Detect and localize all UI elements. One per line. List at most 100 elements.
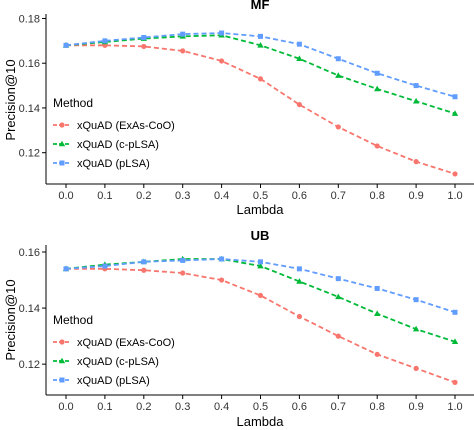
x-tick-label: 0.3 — [175, 401, 190, 413]
x-tick-label: 0.6 — [292, 190, 307, 202]
data-point — [296, 55, 303, 62]
panel-title: MF — [251, 0, 270, 12]
data-point — [296, 41, 302, 47]
x-tick-label: 0.7 — [331, 190, 346, 202]
data-point — [257, 292, 264, 299]
x-tick-label: 1.0 — [447, 401, 462, 413]
x-tick-label: 0.5 — [253, 401, 268, 413]
data-point — [451, 338, 459, 345]
ticks: 0.12 0.14 0.16 0.0 0.1 0.2 0.3 0.4 0.5 0.6 0.7 0.8 0… — [19, 247, 463, 413]
x-tick-label: 0.1 — [97, 190, 112, 202]
y-tick-label: 0.14 — [19, 303, 40, 315]
data-point — [219, 277, 225, 283]
x-tick-label: 0.2 — [136, 190, 151, 202]
panel-ub: UB Precision@10 Lambda 0.120.140.160.0 0.… — [3, 228, 474, 429]
legend-title: Method — [53, 313, 93, 327]
x-tick-label: 0.7 — [331, 401, 346, 413]
data-point — [452, 94, 458, 100]
y-tick-label: 0.18 — [19, 13, 40, 25]
legend-label: xQuAD (pLSA) — [77, 375, 150, 387]
y-tick-label: 0.16 — [19, 58, 40, 70]
data-point — [219, 58, 225, 64]
data-point — [180, 48, 186, 54]
data-point — [335, 124, 341, 130]
data-point — [413, 159, 419, 165]
data-point — [102, 263, 108, 269]
y-axis-title: Precision@10 — [3, 279, 18, 360]
panel-title: UB — [251, 228, 270, 243]
x-tick-label: 0.6 — [292, 401, 307, 413]
x-tick-label: 0.8 — [370, 401, 385, 413]
legend-key-marker — [58, 357, 66, 364]
series-line — [66, 44, 456, 175]
data-point — [374, 285, 380, 291]
legend-label: xQuAD (c-pLSA) — [77, 356, 159, 368]
data-point — [257, 262, 264, 269]
data-point — [413, 83, 419, 89]
data-point — [335, 56, 341, 62]
data-point — [374, 85, 381, 92]
x-tick-label: 0.3 — [175, 190, 190, 202]
legend: Method xQuAD (ExAs-CoO) xQuAD (c-pLSA) xQu… — [53, 96, 175, 170]
data-point — [180, 270, 186, 276]
ticks: 0.12 0.14 0.16 0.18 0.0 0.1 0.2 0.3 0.4 0.5 0.6 0.7… — [19, 13, 463, 202]
legend-label: xQuAD (ExAs-CoO) — [77, 337, 175, 349]
x-tick-label: 0.1 — [97, 401, 112, 413]
y-tick-label: 0.16 — [19, 247, 40, 259]
x-tick-label: 0.8 — [370, 190, 385, 202]
legend: Method xQuAD (ExAs-CoO) xQuAD (c-pLSA) xQu… — [53, 313, 175, 387]
x-tick-label: 0.0 — [58, 401, 73, 413]
legend-key-marker — [59, 160, 65, 166]
data-point — [141, 267, 147, 273]
data-point — [63, 266, 69, 272]
data-point — [258, 33, 263, 39]
data-point — [296, 278, 303, 284]
data-point — [63, 42, 69, 48]
data-point — [374, 310, 381, 316]
legend-label: xQuAD (c-pLSA) — [77, 139, 159, 151]
x-tick-label: 0.9 — [408, 190, 423, 202]
legend-label: xQuAD (pLSA) — [77, 158, 150, 170]
x-tick-label: 0.0 — [58, 190, 73, 202]
legend-key-marker — [59, 377, 65, 383]
legend-title: Method — [53, 96, 93, 110]
data-point — [412, 325, 420, 332]
data-point — [296, 266, 302, 272]
y-tick-label: 0.12 — [19, 359, 40, 371]
x-tick-label: 0.9 — [408, 401, 423, 413]
data-point — [374, 143, 380, 149]
x-axis-title: Lambda — [237, 202, 285, 217]
data-point — [374, 70, 380, 76]
data-point — [296, 313, 302, 320]
x-tick-label: 0.4 — [214, 190, 229, 202]
panel-mf: MF Precision@10 Lambda 0.120.140.160.180… — [3, 0, 474, 217]
data-point — [296, 101, 302, 108]
data-point — [141, 34, 147, 40]
series-layer — [62, 30, 459, 177]
legend-key-marker — [59, 122, 65, 128]
data-point — [412, 97, 420, 104]
data-point — [141, 43, 147, 50]
data-point — [452, 171, 458, 177]
series-line — [66, 267, 456, 384]
data-point — [335, 276, 341, 282]
y-tick-label: 0.12 — [19, 148, 40, 160]
data-point — [413, 297, 419, 303]
data-point — [452, 379, 458, 385]
data-point — [335, 72, 342, 78]
data-point — [102, 38, 108, 44]
data-point — [219, 256, 225, 262]
series-line — [65, 258, 456, 343]
legend-key-marker — [59, 339, 65, 345]
data-point — [180, 31, 186, 37]
x-tick-label: 1.0 — [447, 190, 462, 202]
data-point — [258, 259, 263, 265]
data-point — [219, 30, 225, 36]
x-tick-label: 0.4 — [214, 401, 229, 413]
data-point — [374, 351, 380, 357]
y-axis-title: Precision@10 — [3, 59, 18, 140]
data-point — [451, 110, 459, 116]
legend-key-marker — [58, 140, 66, 147]
legend-label: xQuAD (ExAs-CoO) — [77, 120, 175, 132]
